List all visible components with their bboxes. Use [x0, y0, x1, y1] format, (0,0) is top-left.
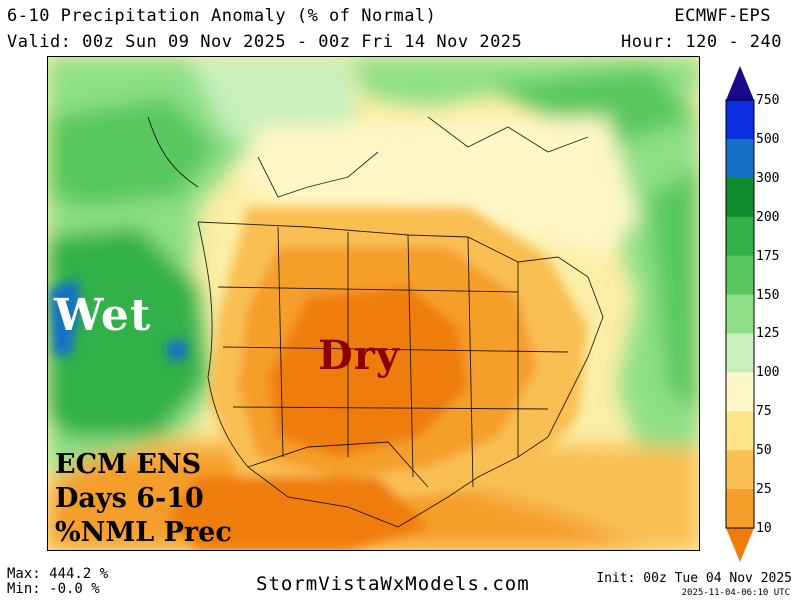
legend-tick-label: 500: [756, 131, 780, 147]
site-name: StormVistaWxModels.com: [256, 573, 530, 595]
note-line-2: Days 6-10: [55, 483, 204, 514]
legend-swatch: [726, 177, 754, 218]
legend-tick-label: 10: [756, 521, 772, 536]
legend-swatch: [726, 411, 754, 451]
forecast-hours: Hour: 120 - 240: [620, 32, 782, 52]
legend-swatch: [726, 333, 754, 373]
legend-tick-label: 150: [756, 287, 780, 303]
valid-period: Valid: 00z Sun 09 Nov 2025 - 00z Fri 14 …: [7, 32, 523, 52]
legend-swatch: [726, 294, 754, 334]
legend-swatch: [726, 450, 754, 490]
legend-cap-bottom: [726, 528, 754, 562]
legend-swatch: [726, 255, 754, 296]
legend-cap-top: [726, 66, 754, 100]
max-value: Max: 444.2 %: [7, 566, 109, 582]
map-title: 6-10 Precipitation Anomaly (% of Normal): [7, 6, 437, 26]
anomaly-field: [48, 57, 699, 550]
legend-tick-label: 300: [756, 170, 780, 186]
precip-anomaly-map: [47, 56, 700, 551]
timestamp: 2025-11-04-06:10 UTC: [681, 588, 790, 598]
legend-tick-label: 100: [756, 365, 780, 381]
legend-frame: [725, 99, 755, 529]
note-line-1: ECM ENS: [55, 449, 202, 480]
legend-tick-label: 125: [756, 326, 780, 342]
legend-tick-label: 175: [756, 248, 780, 264]
model-name: ECMWF-EPS: [674, 6, 771, 26]
legend-tick-label: 25: [756, 482, 772, 498]
init-time: Init: 00z Tue 04 Nov 2025: [596, 571, 792, 586]
note-line-3: %NML Prec: [55, 517, 232, 548]
wet-label: Wet: [54, 290, 152, 341]
legend-swatch: [726, 489, 754, 529]
boundary-lines: [147, 116, 604, 528]
legend-tick-label: 750: [756, 93, 780, 108]
legend-tick-label: 200: [756, 209, 780, 225]
legend-swatch: [726, 216, 754, 257]
color-legend: [725, 66, 755, 562]
legend-tick-label: 50: [756, 443, 772, 459]
min-value: Min: -0.0 %: [7, 581, 100, 597]
legend-swatch: [726, 372, 754, 412]
legend-tick-label: 75: [756, 404, 772, 420]
legend-swatch: [726, 100, 754, 140]
dry-label: Dry: [318, 332, 401, 379]
legend-swatch: [726, 138, 754, 179]
